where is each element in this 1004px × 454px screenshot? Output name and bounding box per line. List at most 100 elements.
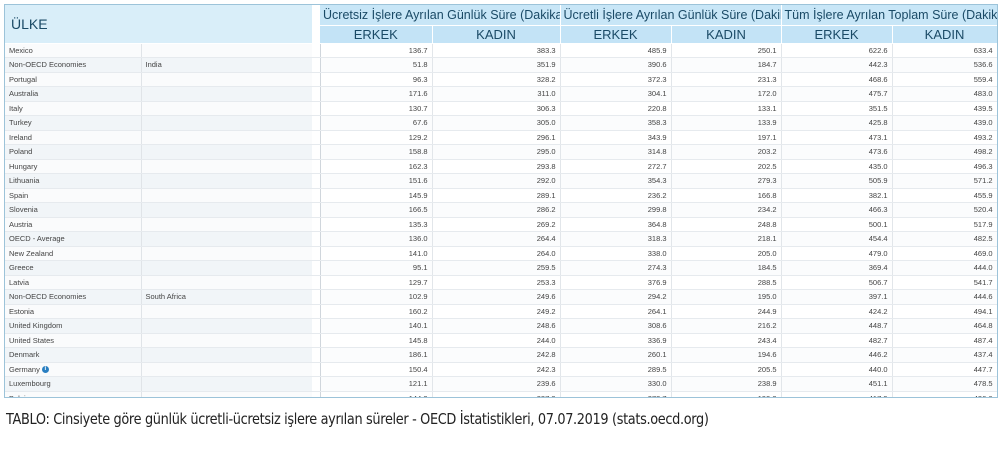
value-cell: 237.3 <box>432 391 561 397</box>
country-cell: Hungary <box>5 159 142 174</box>
info-icon[interactable]: i <box>41 366 49 374</box>
value-cell: 390.6 <box>560 57 672 73</box>
country-name: Denmark <box>9 350 40 359</box>
value-cell: 288.5 <box>671 275 782 290</box>
value-cell: 96.3 <box>320 72 433 87</box>
time-use-table: ÜLKE Ücretsiz İşlere Ayrılan Günlük Süre… <box>5 5 997 397</box>
column-divider <box>312 304 321 319</box>
value-cell: 440.0 <box>781 362 893 377</box>
value-cell: 135.3 <box>320 217 433 232</box>
column-divider <box>312 289 321 305</box>
value-cell: 286.2 <box>432 202 561 218</box>
table-row: Lithuania 151.6 292.0 354.3 279.3 505.9 571.2 <box>5 173 997 189</box>
country-name: Greece <box>9 263 34 272</box>
economy-group-cell: India <box>141 57 313 73</box>
value-cell: 205.5 <box>671 362 782 377</box>
country-name: Estonia <box>9 306 35 316</box>
value-cell: 171.6 <box>320 86 433 102</box>
column-divider <box>312 144 321 160</box>
value-cell: 338.0 <box>560 246 672 261</box>
table-row: Spain 145.9 289.1 236.2 166.8 382.1 455.9 <box>5 188 997 203</box>
value-cell: 328.2 <box>432 72 561 87</box>
economy-group-cell <box>141 275 313 290</box>
value-cell: 376.9 <box>560 275 672 290</box>
value-cell: 250.1 <box>671 43 782 58</box>
value-cell: 439.5 <box>892 101 997 116</box>
value-cell: 244.9 <box>671 304 782 319</box>
economy-group-cell <box>141 333 313 348</box>
value-cell: 272.7 <box>560 159 672 174</box>
economy-group-cell <box>141 318 313 334</box>
column-divider <box>312 275 321 290</box>
value-cell: 304.1 <box>560 86 672 102</box>
value-cell: 485.9 <box>560 43 672 58</box>
country-name: Lithuania <box>9 176 40 185</box>
value-cell: 318.3 <box>560 231 672 247</box>
country-cell: Denmark <box>5 347 142 363</box>
column-divider <box>312 130 321 145</box>
value-cell: 253.3 <box>432 275 561 290</box>
value-cell: 517.9 <box>892 217 997 232</box>
value-cell: 184.5 <box>671 260 782 276</box>
value-cell: 424.2 <box>781 304 893 319</box>
country-cell: Austria <box>5 217 142 232</box>
country-name: Hungary <box>9 161 38 171</box>
column-divider <box>312 173 321 189</box>
country-cell: Greece <box>5 260 142 276</box>
economy-group-cell <box>141 43 313 58</box>
value-cell: 479.0 <box>781 246 893 261</box>
country-name: Ireland <box>9 132 32 142</box>
value-cell: 397.1 <box>781 289 893 305</box>
country-name: Poland <box>9 147 33 156</box>
table-row: Estonia 160.2 249.2 264.1 244.9 424.2 494.1 <box>5 304 997 319</box>
value-cell: 244.0 <box>432 333 561 348</box>
value-cell: 231.3 <box>671 72 782 87</box>
economy-group-cell <box>141 391 313 397</box>
value-cell: 166.8 <box>671 188 782 203</box>
country-cell: Non-OECD Economies <box>5 57 142 73</box>
value-cell: 354.3 <box>560 173 672 189</box>
value-cell: 299.8 <box>560 202 672 218</box>
economy-group-cell <box>141 115 313 131</box>
country-name: Luxembourg <box>9 379 51 388</box>
column-divider <box>312 260 321 276</box>
value-cell: 482.7 <box>781 333 893 348</box>
column-divider <box>312 217 321 232</box>
country-name: Latvia <box>9 277 30 287</box>
value-cell: 144.2 <box>320 391 433 397</box>
value-cell: 95.1 <box>320 260 433 276</box>
table-row: Australia 171.6 311.0 304.1 172.0 475.7 483.0 <box>5 86 997 102</box>
value-cell: 218.1 <box>671 231 782 247</box>
value-cell: 351.5 <box>781 101 893 116</box>
column-divider <box>312 188 321 203</box>
table-row: Luxembourg 121.1 239.6 330.0 238.9 451.1 478.5 <box>5 376 997 392</box>
value-cell: 311.0 <box>432 86 561 102</box>
value-cell: 216.2 <box>671 318 782 334</box>
country-cell: Slovenia <box>5 202 142 218</box>
value-cell: 330.0 <box>560 376 672 392</box>
table-body: Mexico 136.7 383.3 485.9 250.1 622.6 633.4 Non-… <box>5 43 997 397</box>
value-cell: 294.2 <box>560 289 672 305</box>
country-cell: Non-OECD Economies <box>5 289 142 305</box>
value-cell: 264.1 <box>560 304 672 319</box>
value-cell: 249.6 <box>432 289 561 305</box>
value-cell: 633.4 <box>892 43 997 58</box>
table-row: Germany i 150.4 242.3 289.5 205.5 440.0 447.7 <box>5 362 997 377</box>
value-cell: 520.4 <box>892 202 997 218</box>
value-cell: 166.5 <box>320 202 433 218</box>
value-cell: 506.7 <box>781 275 893 290</box>
country-name: Germany <box>9 364 40 374</box>
country-name: Australia <box>9 89 39 98</box>
economy-group-cell <box>141 130 313 145</box>
value-cell: 451.1 <box>781 376 893 392</box>
table-row: Mexico 136.7 383.3 485.9 250.1 622.6 633.4 <box>5 43 997 58</box>
table-row: Latvia 129.7 253.3 376.9 288.5 506.7 541.7 <box>5 275 997 290</box>
value-cell: 279.3 <box>671 173 782 189</box>
value-cell: 194.6 <box>671 347 782 363</box>
country-cell: Belgium <box>5 391 142 397</box>
value-cell: 364.8 <box>560 217 672 232</box>
value-cell: 130.7 <box>320 101 433 116</box>
table-row: Slovenia 166.5 286.2 299.8 234.2 466.3 520.4 <box>5 202 997 218</box>
table-row: United Kingdom 140.1 248.6 308.6 216.2 448.7 4… <box>5 318 997 334</box>
value-cell: 289.1 <box>432 188 561 203</box>
